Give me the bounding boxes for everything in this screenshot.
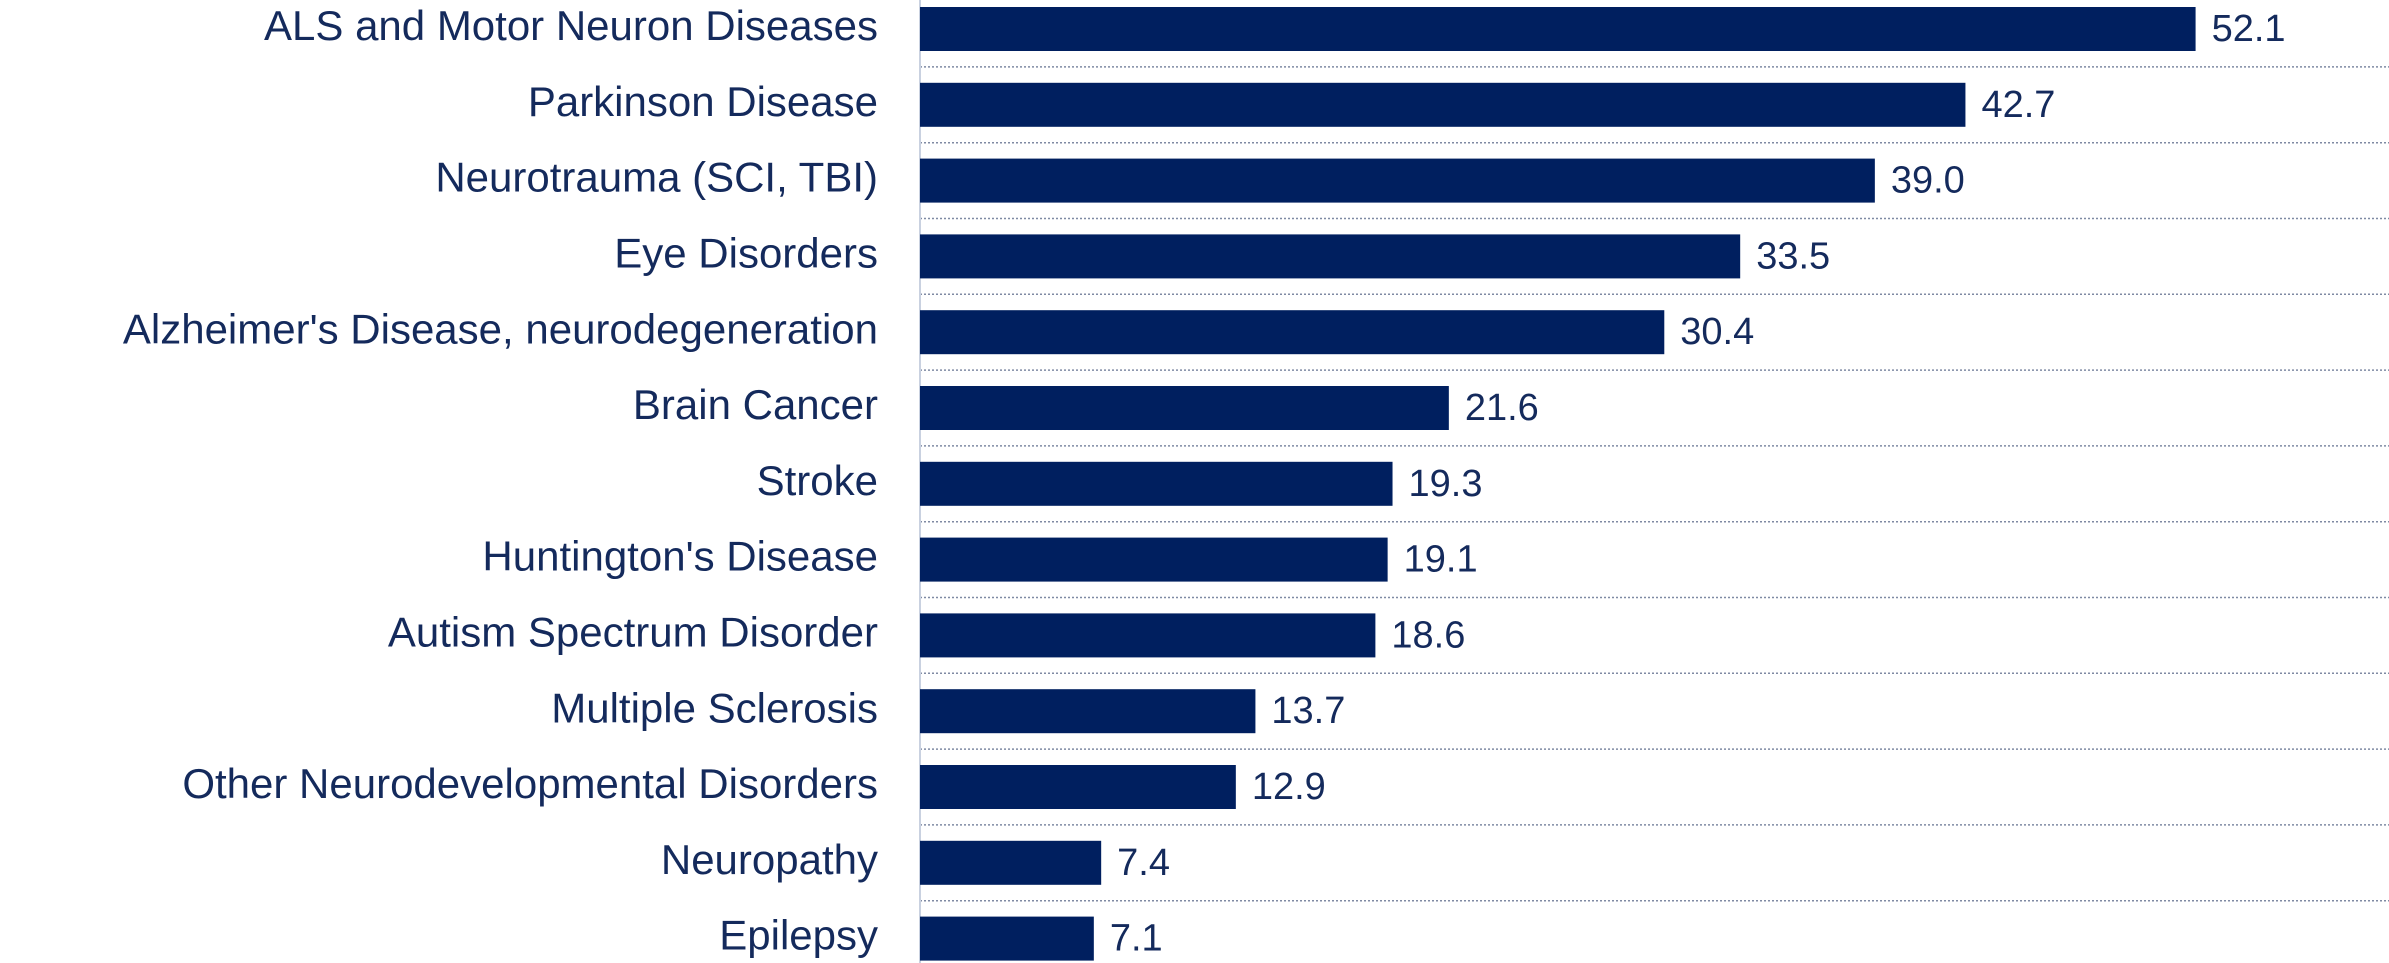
bar [920, 613, 1376, 658]
data-label: 13.7 [1271, 690, 1345, 732]
category-label: Alzheimer's Disease, neurodegeneration [123, 305, 878, 352]
category-label: Eye Disorders [614, 229, 878, 276]
data-label: 21.6 [1465, 387, 1539, 429]
data-label: 18.6 [1391, 614, 1465, 656]
data-label: 19.3 [1409, 463, 1483, 505]
data-label: 30.4 [1680, 311, 1754, 353]
data-label: 52.1 [2212, 8, 2286, 50]
data-label: 7.1 [1110, 918, 1163, 960]
bar [920, 310, 1665, 355]
bar [920, 82, 1966, 127]
bar [920, 386, 1449, 430]
data-label: 19.1 [1404, 539, 1478, 581]
category-label: Stroke [757, 457, 878, 504]
category-label: Multiple Sclerosis [551, 684, 878, 731]
bar [920, 158, 1875, 203]
data-label: 33.5 [1756, 235, 1830, 277]
category-label: Neuropathy [661, 836, 878, 883]
category-label: ALS and Motor Neuron Diseases [264, 2, 878, 49]
bar [920, 916, 1094, 961]
bar [920, 537, 1388, 582]
bar [920, 840, 1102, 885]
data-label: 39.0 [1891, 160, 1965, 202]
data-label: 7.4 [1117, 842, 1170, 884]
category-label: Brain Cancer [633, 381, 878, 428]
bar [920, 689, 1256, 734]
category-label: Neurotrauma (SCI, TBI) [435, 154, 878, 201]
data-label: 42.7 [1981, 84, 2055, 126]
bar [920, 7, 2196, 51]
category-label: Epilepsy [719, 912, 878, 959]
data-label: 12.9 [1252, 766, 1326, 808]
category-label: Parkinson Disease [528, 78, 878, 125]
bar [920, 234, 1741, 279]
bar [920, 461, 1393, 506]
category-label: Autism Spectrum Disorder [388, 608, 878, 655]
bar [920, 765, 1236, 809]
category-label: Huntington's Disease [482, 533, 878, 580]
category-label: Other Neurodevelopmental Disorders [182, 760, 878, 807]
